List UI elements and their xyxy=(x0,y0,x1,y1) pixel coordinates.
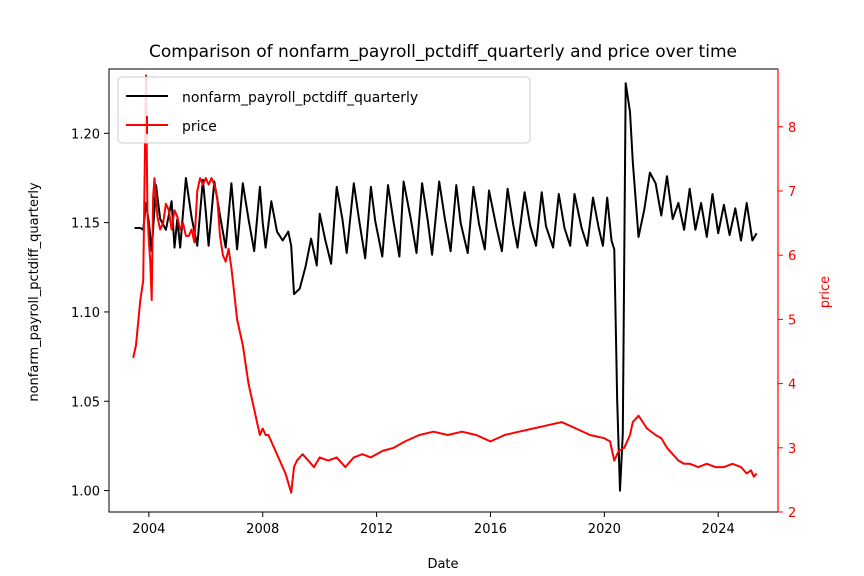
y-axis-right-label: price xyxy=(818,276,833,308)
y-left-tick-label: 1.15 xyxy=(71,217,100,232)
y-left-tick-label: 1.10 xyxy=(71,306,100,321)
y-axis-left-label: nonfarm_payroll_pctdiff_quarterly xyxy=(27,182,42,402)
series-line-payroll xyxy=(134,82,758,492)
y-right-tick-label: 3 xyxy=(788,442,796,457)
y-left-tick-label: 1.00 xyxy=(71,485,100,500)
chart-title: Comparison of nonfarm_payroll_pctdiff_qu… xyxy=(149,42,737,62)
x-axis-label: Date xyxy=(427,557,458,572)
y-axis-right: 2 3 4 5 6 7 8 xyxy=(777,69,796,521)
x-tick-label: 2008 xyxy=(246,522,279,537)
y-right-tick-label: 5 xyxy=(788,313,796,328)
y-left-tick-label: 1.20 xyxy=(71,127,100,142)
y-right-tick-label: 8 xyxy=(788,121,796,136)
y-right-tick-label: 2 xyxy=(788,506,796,521)
legend-label-payroll: nonfarm_payroll_pctdiff_quarterly xyxy=(182,90,418,106)
x-axis: 2004 2008 2012 2016 2020 2024 xyxy=(132,512,735,537)
y-right-tick-label: 6 xyxy=(788,249,796,264)
legend: nonfarm_payroll_pctdiff_quarterly price xyxy=(117,76,531,144)
x-tick-label: 2004 xyxy=(132,522,165,537)
y-axis-left: 1.00 1.05 1.10 1.15 1.20 xyxy=(71,127,109,500)
y-left-tick-label: 1.05 xyxy=(71,395,100,410)
plot-area xyxy=(132,74,758,494)
legend-box xyxy=(117,76,531,144)
x-tick-label: 2024 xyxy=(702,522,735,537)
y-right-tick-label: 7 xyxy=(788,185,796,200)
x-tick-label: 2020 xyxy=(588,522,621,537)
legend-label-price: price xyxy=(182,119,217,135)
series-line-price xyxy=(132,74,758,494)
x-tick-label: 2016 xyxy=(474,522,507,537)
y-right-tick-label: 4 xyxy=(788,378,796,393)
x-tick-label: 2012 xyxy=(360,522,393,537)
